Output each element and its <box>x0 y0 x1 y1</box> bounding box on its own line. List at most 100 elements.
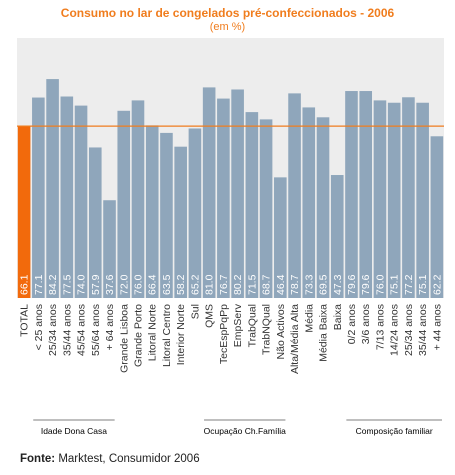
source-text: Marktest, Consumidor 2006 <box>55 453 200 465</box>
bar-value-label: 76.7 <box>218 274 230 295</box>
bar-value-label: 65.2 <box>189 274 201 295</box>
bar-2 <box>46 79 59 298</box>
bar-value-label: 66.1 <box>19 274 31 295</box>
x-tick-label: Não Activos <box>275 304 287 359</box>
bar-value-label: 47.3 <box>332 274 344 295</box>
bar-5 <box>88 147 102 298</box>
x-tick-label: 35/44 anos <box>417 304 429 356</box>
bar-value-label: 75.1 <box>389 274 401 295</box>
bar-17 <box>259 119 273 298</box>
bar-12 <box>188 128 202 298</box>
group-label: Idade Dona Casa <box>41 426 107 436</box>
bar-value-label: 66.4 <box>147 274 159 295</box>
x-tick-label: 45/54 anos <box>76 304 88 356</box>
x-tick-label: Grande Lisboa <box>118 304 130 373</box>
bar-value-label: 84.2 <box>47 274 59 295</box>
bar-value-label: 79.6 <box>360 274 372 295</box>
bar-value-label: 69.5 <box>318 274 330 295</box>
bar-4 <box>74 105 88 298</box>
x-tick-label: 25/34 anos <box>47 304 59 356</box>
x-tick-label: QMS <box>204 304 216 328</box>
bar-value-label: 79.6 <box>346 274 358 295</box>
bar-value-label: 75.1 <box>417 274 429 295</box>
source-note: Fonte: Marktest, Consumidor 2006 <box>20 453 200 465</box>
x-tick-label: 0/2 anos <box>346 304 358 344</box>
x-tick-label: 3/6 anos <box>360 304 372 344</box>
bar-1 <box>32 97 45 298</box>
plot-area <box>17 38 444 298</box>
x-tick-label: Interior Norte <box>175 304 187 365</box>
bar-8 <box>131 100 145 299</box>
x-tick-label: Sul <box>189 304 201 319</box>
x-tick-label: Média Baixa <box>318 304 330 362</box>
bar-value-label: 73.3 <box>303 274 315 295</box>
bar-3 <box>60 96 74 298</box>
bar-22 <box>330 175 344 298</box>
bar-value-label: 81.0 <box>204 274 216 295</box>
bar-value-label: 62.2 <box>431 274 443 295</box>
x-tick-label: Média <box>303 304 315 333</box>
bar-value-label: 68.7 <box>261 274 273 295</box>
bar-15 <box>231 89 244 298</box>
bar-24 <box>359 91 373 298</box>
x-tick-label: Alta/Média Alta <box>289 304 301 374</box>
x-tick-label: Grande Porto <box>132 304 144 367</box>
x-tick-label: EmpServ <box>232 303 244 347</box>
bar-value-label: 74.0 <box>76 274 88 295</box>
bar-29 <box>430 136 444 298</box>
bar-25 <box>373 100 387 299</box>
bar-18 <box>274 177 287 298</box>
bar-10 <box>160 132 173 298</box>
bar-value-label: 72.0 <box>118 274 130 295</box>
x-tick-label: + 44 anos <box>431 304 443 350</box>
bar-0 <box>17 126 31 298</box>
bar-value-label: 57.9 <box>90 274 102 295</box>
bar-value-label: 77.5 <box>61 274 73 295</box>
source-prefix: Fonte: <box>20 453 56 465</box>
x-tick-label: 7/13 anos <box>374 304 386 350</box>
bar-value-label: 77.1 <box>33 274 45 295</box>
bar-19 <box>288 93 301 298</box>
x-tick-label: Litoral Centro <box>161 304 173 367</box>
x-tick-label: 35/44 anos <box>61 304 73 356</box>
bar-20 <box>302 107 316 298</box>
bar-13 <box>202 87 216 299</box>
bar-value-label: 58.2 <box>175 274 187 295</box>
bar-value-label: 78.7 <box>289 274 301 295</box>
x-tick-label: TrabNQual <box>261 304 273 355</box>
bar-23 <box>345 91 358 298</box>
x-tick-label: Baixa <box>332 304 344 330</box>
bar-value-label: 77.2 <box>403 274 415 295</box>
bar-chart: 66.1 77.1 84.2 77.5 74.0 57.9 37.6 72.0 76.0 66.4… <box>17 38 444 436</box>
chart-title: Consumo no lar de congelados pré-confecc… <box>60 6 395 20</box>
bar-value-label: 46.4 <box>275 274 287 295</box>
bar-6 <box>103 200 116 298</box>
x-tick-label: TecEspPqPp <box>218 304 230 364</box>
bar-14 <box>217 98 230 298</box>
x-tick-label: 55/64 anos <box>90 304 102 356</box>
x-tick-label: + 64 anos <box>104 304 116 350</box>
group-label: Composição familiar <box>356 426 433 436</box>
bar-26 <box>387 102 401 299</box>
bar-value-label: 76.0 <box>132 274 144 295</box>
x-tick-label: Litoral Norte <box>147 304 159 361</box>
x-tick-label: 14/24 anos <box>389 304 401 356</box>
x-tick-label: 25/34 anos <box>403 304 415 356</box>
group-label: Ocupação Ch.Família <box>204 426 286 436</box>
bar-value-label: 71.5 <box>246 274 258 295</box>
bar-28 <box>416 102 429 299</box>
bar-value-label: 63.5 <box>161 274 173 295</box>
bar-value-label: 80.2 <box>232 274 244 295</box>
bar-27 <box>402 97 415 298</box>
x-tick-label: TrabQual <box>246 304 258 347</box>
bar-value-label: 37.6 <box>104 274 116 295</box>
chart-subtitle: (em %) <box>209 21 246 33</box>
x-tick-label: TOTAL <box>19 304 31 337</box>
bar-11 <box>174 146 187 298</box>
bar-16 <box>245 112 259 298</box>
bar-value-label: 76.0 <box>374 274 386 295</box>
x-tick-label: < 25 anos <box>33 304 45 350</box>
bar-9 <box>145 125 159 298</box>
bar-7 <box>117 110 131 298</box>
bar-21 <box>316 117 330 298</box>
